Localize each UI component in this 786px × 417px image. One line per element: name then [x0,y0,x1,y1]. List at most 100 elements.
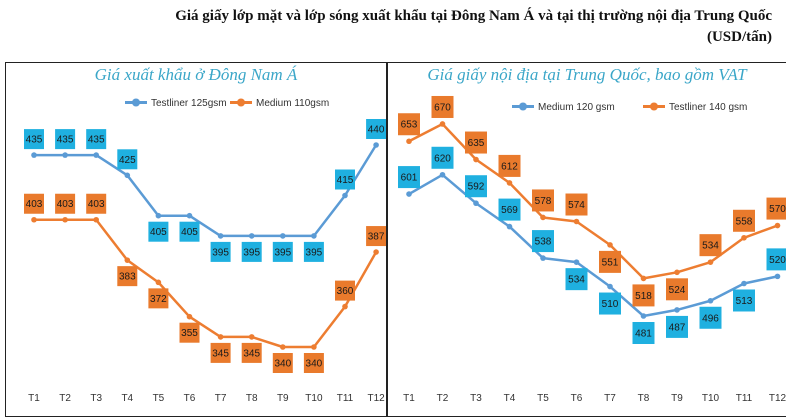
data-point [640,313,647,319]
x-tick-label: T2 [437,393,449,404]
legend-label: Testliner 125gsm [151,98,227,109]
data-point [124,172,131,179]
data-label-box [148,221,169,242]
data-label: 551 [602,257,619,268]
data-point [155,279,162,286]
legend-label: Medium 110gsm [256,98,329,109]
x-tick-label: T11 [337,393,354,404]
data-label-box [532,230,554,253]
data-point [217,334,224,340]
data-point [741,234,747,241]
data-label: 403 [26,199,43,210]
x-tick-label: T6 [571,393,583,404]
data-point [607,242,613,248]
x-tick-label: T5 [153,393,165,404]
series-line [408,173,778,318]
data-label-box [666,278,688,301]
data-label: 415 [337,175,354,186]
data-label-box [241,342,262,363]
data-label: 340 [274,359,291,370]
data-label: 372 [150,294,167,305]
x-tick-label: T8 [246,393,258,404]
data-label-box [335,280,355,301]
data-label: 405 [181,227,198,238]
data-label: 620 [434,153,451,164]
data-label: 578 [535,196,552,207]
data-point [155,212,162,219]
data-label-box [24,129,44,150]
data-point [573,259,580,265]
chart-title-china-domestic: Giá giấy nội địa tại Trung Quốc, bao gồm… [427,65,747,84]
data-label: 520 [769,255,786,266]
data-point [406,191,412,197]
data-label: 510 [602,299,619,310]
data-label-box [398,113,420,136]
data-label: 403 [88,199,105,210]
data-label-box [55,193,76,214]
chart-title-sea-export: Giá xuất khẩu ở Đông Nam Á [94,65,298,84]
title-line-1: Giá giấy lớp mặt và lớp sóng xuất khẩu t… [175,8,772,24]
data-label-box [632,284,655,307]
data-label: 635 [468,138,485,149]
data-label-box [632,322,655,344]
x-tick-label: T1 [28,393,40,404]
data-point [473,156,479,163]
data-label-box [666,315,688,338]
data-label: 395 [243,247,260,258]
data-label-box [179,322,200,343]
data-label-box [148,288,169,309]
data-point [473,200,479,207]
series-line [34,218,378,349]
data-label-box [398,166,420,189]
x-tick-label: T4 [504,393,516,404]
data-label-box [733,289,755,312]
data-point [248,334,255,340]
data-point [62,152,68,158]
x-tick-label: T1 [403,393,415,404]
data-label: 592 [468,182,485,193]
x-tick-label: T10 [702,393,720,404]
data-label: 425 [119,155,136,166]
data-point [506,180,513,186]
data-point [186,313,193,320]
data-label: 569 [501,205,518,216]
data-label: 395 [306,247,323,258]
data-label: 345 [243,348,260,359]
data-point [124,257,131,263]
data-point [774,222,781,229]
data-point [342,192,348,199]
data-point [311,344,317,350]
data-label-box [366,119,386,139]
data-label: 534 [702,241,719,252]
x-tick-label: T5 [537,393,549,404]
data-label-box [699,234,722,257]
data-label: 574 [568,200,585,211]
data-label: 383 [119,272,136,283]
data-label: 570 [769,204,786,215]
data-label: 405 [150,227,167,238]
data-label: 340 [306,359,323,370]
data-point [31,216,37,223]
data-label: 601 [401,173,418,184]
data-label-box [599,250,621,273]
data-label-box [24,193,44,214]
chart-panel-sea-export: Giá xuất khẩu ở Đông Nam Á T1 T2 T3 T4 T5 T6 T… [5,62,387,417]
data-label-box [86,129,107,150]
data-point [280,344,286,350]
data-label-box [179,221,200,242]
data-point [674,307,680,313]
data-label: 487 [669,322,686,333]
x-tick-label: T6 [184,393,196,404]
data-label-box [241,241,262,262]
data-label-box [498,198,521,221]
data-point [342,303,348,310]
data-point [280,233,286,239]
data-label-box [699,306,722,329]
data-label: 360 [337,286,354,297]
data-label-box [55,129,76,150]
data-point [186,212,193,219]
x-tick-label: T4 [121,393,133,404]
data-point [439,171,446,178]
data-label: 435 [57,135,74,146]
data-point [31,152,37,158]
